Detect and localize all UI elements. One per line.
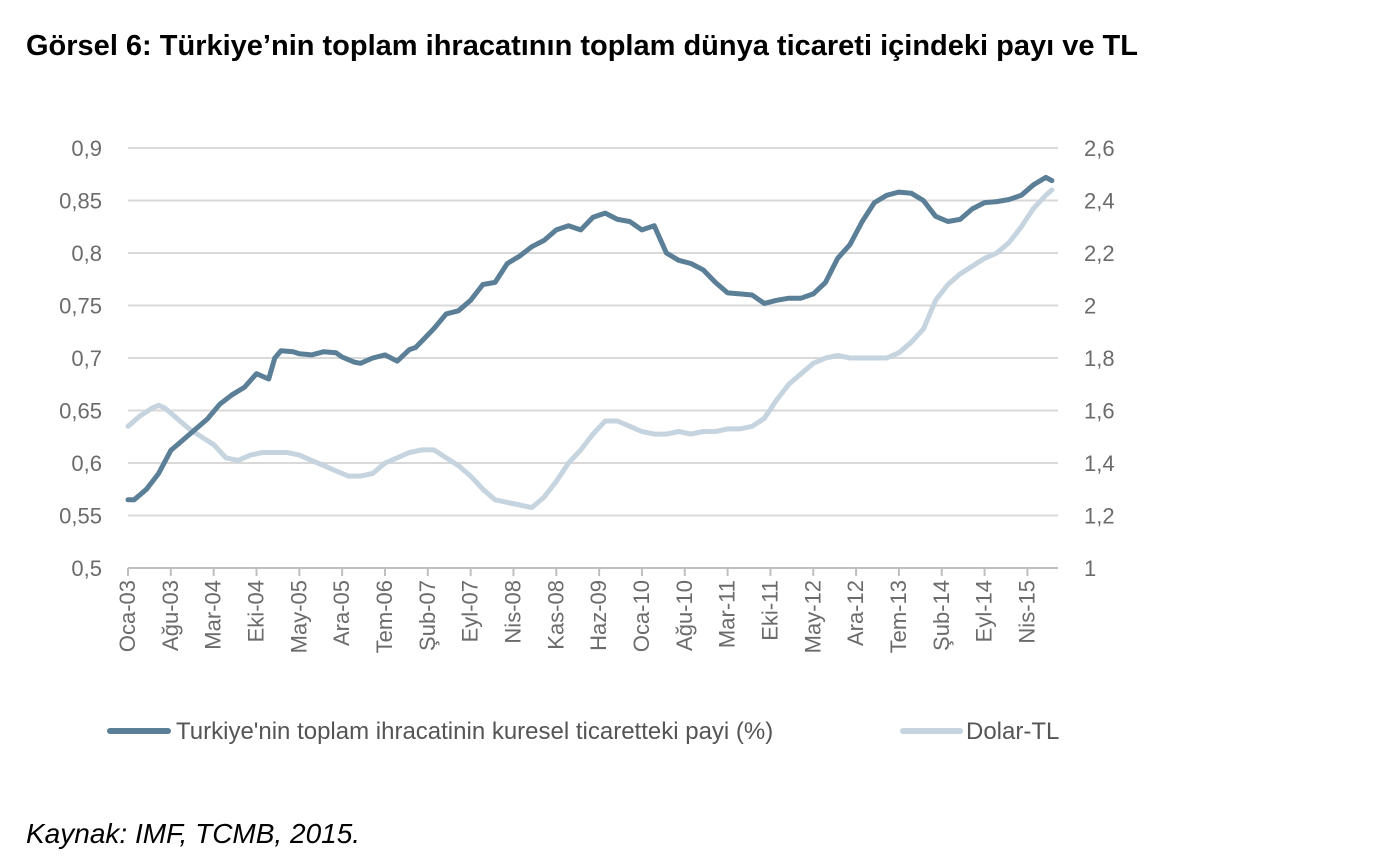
y-left-tick-label: 0,65 [59,399,102,424]
source-note: Kaynak: IMF, TCMB, 2015. [26,818,361,849]
x-tick-label: Nis-08 [500,580,525,644]
chart-title: Görsel 6: Türkiye’nin toplam ihracatının… [26,30,1138,62]
x-tick-label: Haz-09 [586,580,611,651]
x-tick-label: Eki-04 [243,580,268,642]
y-right-tick-label: 1,8 [1084,346,1115,371]
y-left-tick-label: 0,55 [59,504,102,529]
x-tick-label: Eyl-14 [972,580,997,642]
y-right-tick-label: 1,4 [1084,451,1115,476]
x-tick-label: Mar-04 [201,580,226,650]
y-left-tick-label: 0,8 [71,241,102,266]
x-tick-label: May-12 [800,580,825,653]
x-tick-label: Kas-08 [543,580,568,650]
y-left-tick-label: 0,7 [71,346,102,371]
x-tick-label: Tem-06 [372,580,397,653]
axes: 0,5 0,55 0,6 0,65 0,7 0,75 0,8 0,85 0,9 1 1,2 1,4 1,… [59,136,1114,653]
y-left-tick-label: 0,9 [71,136,102,161]
x-tick-label: Ara-12 [843,580,868,646]
legend-label-export-share: Turkiye'nin toplam ihracatinin kuresel t… [176,718,773,745]
x-tick-label: May-05 [286,580,311,653]
x-tick-label: Ağu-03 [158,580,183,651]
x-tick-label: Ağu-10 [672,580,697,651]
x-tick-label: Eyl-07 [458,580,483,642]
y-right-tick-label: 1 [1084,556,1096,581]
y-left-tick-label: 0,5 [71,556,102,581]
series-line-export-share [125,174,1055,503]
legend: Turkiye'nin toplam ihracatinin kuresel t… [107,718,1059,745]
x-tick-label: Tem-13 [886,580,911,653]
y-left-tick-label: 0,85 [59,189,102,214]
x-tick-label: Şub-14 [929,580,954,651]
y-right-tick-label: 2,6 [1084,136,1115,161]
x-tick-label: Eki-11 [757,580,782,641]
x-tick-label: Nis-15 [1014,580,1039,644]
x-tick-label: Ara-05 [329,580,354,646]
x-tick-label: Oca-03 [115,580,140,652]
y-left-tick-label: 0,75 [59,294,102,319]
x-tick-label: Mar-11 [715,580,740,648]
x-tick-label: Oca-10 [629,580,654,652]
series-line-usd-try [125,187,1055,511]
y-right-tick-label: 1,2 [1084,504,1115,529]
series-lines [125,174,1055,511]
y-right-tick-label: 2,2 [1084,241,1115,266]
y-left-tick-label: 0,6 [71,451,102,476]
y-right-tick-label: 1,6 [1084,399,1115,424]
y-right-tick-label: 2 [1084,294,1096,319]
gridlines [128,147,1058,517]
y-right-tick-label: 2,4 [1084,189,1115,214]
x-tick-label: Şub-07 [415,580,440,651]
legend-label-usd-try: Dolar-TL [966,718,1059,745]
